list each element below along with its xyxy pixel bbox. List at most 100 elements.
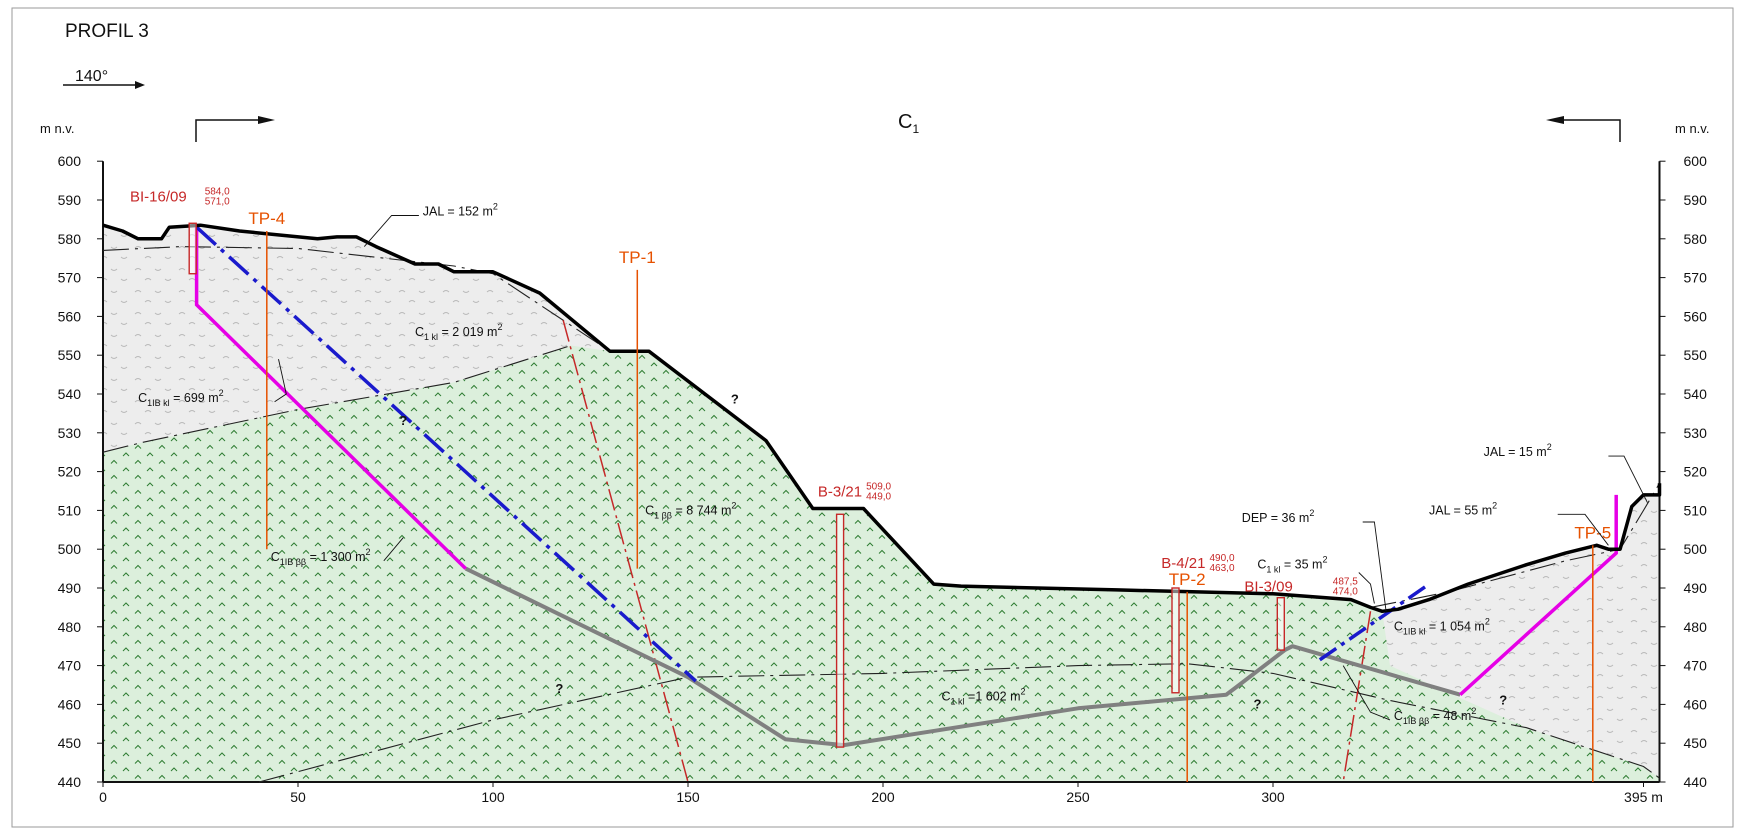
test-pit-label: TP-5 <box>1574 523 1611 542</box>
boring-label: BI-16/09 <box>130 188 187 205</box>
boring-bottom-elevation: 463,0 <box>1210 563 1235 574</box>
question-mark: ? <box>731 392 739 407</box>
section-marker-right <box>1546 116 1621 142</box>
fault-line-2 <box>1342 611 1372 783</box>
section-marker-left <box>195 116 275 142</box>
annotation-leader <box>274 359 287 403</box>
boring-column <box>1171 587 1180 694</box>
y-tick-label-right: 440 <box>1684 774 1708 790</box>
y-tick-label-left: 450 <box>58 735 82 751</box>
rock-unit-fill <box>103 345 1660 782</box>
question-mark: ? <box>555 681 563 696</box>
annotation-leader <box>383 537 404 562</box>
area-annotation: C1IB kl = 1 054 m2 <box>1394 617 1490 637</box>
area-annotation: JAL = 15 m2 <box>1484 442 1552 459</box>
azimuth-arrow <box>63 81 145 89</box>
terrain-surface <box>102 223 1662 614</box>
y-tick-label-left: 550 <box>58 347 82 363</box>
y-tick-label-left: 590 <box>58 192 82 208</box>
annotation-leader <box>363 215 419 247</box>
boring-top-elevation: 490,0 <box>1210 553 1235 564</box>
base-surface-line <box>464 566 1461 748</box>
x-tick-label: 0 <box>99 789 107 805</box>
test-pit-label: TP-4 <box>248 209 285 228</box>
y-tick-label-right: 560 <box>1684 308 1708 324</box>
y-tick-label-right: 460 <box>1684 696 1708 712</box>
boundary-base <box>258 663 1660 783</box>
test-pit-label: TP-2 <box>1169 570 1206 589</box>
area-annotation: C1 ββ = 8 744 m2 <box>645 500 736 520</box>
x-tick-label: 300 <box>1261 789 1285 805</box>
frame <box>11 7 1734 828</box>
annotation-leader <box>1358 572 1375 604</box>
y-tick-label-right: 550 <box>1684 347 1708 363</box>
y-tick-label-left: 510 <box>58 502 82 518</box>
x-tick-label: 395 m <box>1624 789 1663 805</box>
area-annotation: C1 kl = 2 019 m2 <box>415 322 502 342</box>
y-tick-label-right: 480 <box>1684 619 1708 635</box>
fault-line-1 <box>562 320 689 783</box>
area-annotation: C1IB ββ = 1 300 m2 <box>271 547 371 567</box>
annotation-leader <box>1608 455 1648 503</box>
x-tick-label: 100 <box>481 789 505 805</box>
area-annotation: C1 kl = 35 m2 <box>1257 555 1327 575</box>
y-tick-label-left: 600 <box>58 153 82 169</box>
y-tick-label-left: 490 <box>58 580 82 596</box>
y-tick-label-right: 500 <box>1684 541 1708 557</box>
x-tick-label: 200 <box>871 789 895 805</box>
y-tick-label-left: 530 <box>58 425 82 441</box>
boring-label: B-4/21 <box>1161 555 1205 572</box>
question-mark: ? <box>1499 692 1507 707</box>
y-tick-label-right: 590 <box>1684 192 1708 208</box>
y-tick-label-left: 480 <box>58 619 82 635</box>
y-tick-label-right: 490 <box>1684 580 1708 596</box>
annotation-leader <box>1362 521 1387 612</box>
y-tick-label-left: 540 <box>58 386 82 402</box>
boring-label: BI-3/09 <box>1244 579 1292 596</box>
groundwater-main <box>195 225 697 683</box>
y-unit-right: m n.v. <box>1675 121 1709 136</box>
annotation-leader <box>1557 513 1609 546</box>
y-tick-label-left: 580 <box>58 231 82 247</box>
boundary-upper <box>102 246 611 352</box>
boring-column <box>835 513 845 748</box>
test-pit-label: TP-1 <box>619 248 656 267</box>
x-tick-label: 150 <box>676 789 700 805</box>
section-lines <box>102 223 1662 783</box>
annotation-leader <box>1342 665 1391 721</box>
boring-bottom-elevation: 571,0 <box>205 196 230 207</box>
y-tick-label-left: 470 <box>58 658 82 674</box>
question-mark: ? <box>399 413 407 428</box>
profile-title: PROFIL 3 <box>65 21 149 42</box>
azimuth-label: 140° <box>75 68 108 85</box>
area-annotation: DEP = 36 m2 <box>1242 508 1315 525</box>
boring-bottom-elevation: 449,0 <box>866 491 891 502</box>
boring-label: B-3/21 <box>818 483 862 500</box>
y-tick-label-left: 560 <box>58 308 82 324</box>
area-annotation: C1IB ββ = 48 m2 <box>1394 706 1476 726</box>
boring-bottom-elevation: 474,0 <box>1333 587 1358 598</box>
boring-top-elevation: 509,0 <box>866 481 891 492</box>
y-unit-left: m n.v. <box>40 121 74 136</box>
x-tick-label: 250 <box>1066 789 1090 805</box>
y-tick-label-left: 500 <box>58 541 82 557</box>
area-annotation: C1 kl =1 602 m2 <box>942 687 1026 707</box>
section-label: C1 <box>898 111 919 136</box>
annotations: ???? ? JAL = 152 m2 C1 kl = 2 019 m2 C1IB kl… <box>138 202 1648 726</box>
x-tick-label: 50 <box>290 789 306 805</box>
area-annotation: JAL = 55 m2 <box>1429 500 1497 517</box>
y-tick-label-right: 450 <box>1684 735 1708 751</box>
boring-top-elevation: 487,5 <box>1333 577 1358 588</box>
boring-column <box>188 222 197 275</box>
groundwater-right <box>1318 582 1430 662</box>
y-tick-label-right: 510 <box>1684 502 1708 518</box>
y-tick-label-right: 600 <box>1684 153 1708 169</box>
y-tick-label-right: 530 <box>1684 425 1708 441</box>
boring-top-elevation: 584,0 <box>205 186 230 197</box>
question-mark: ? <box>1254 696 1262 711</box>
area-annotation: C1IB kl = 699 m2 <box>138 388 224 408</box>
y-tick-label-left: 460 <box>58 696 82 712</box>
